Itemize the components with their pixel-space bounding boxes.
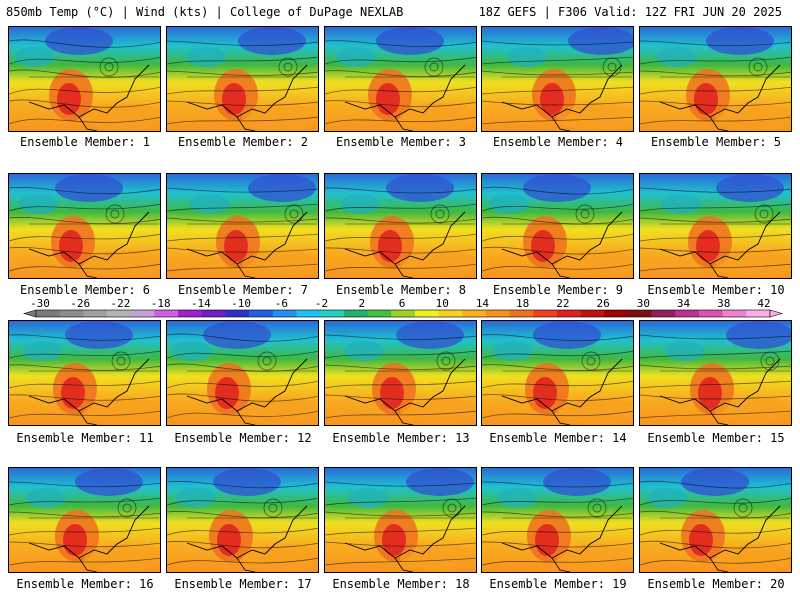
colorbar-swatch [509,310,534,317]
colorbar-swatch [59,310,84,317]
ensemble-member-caption: Ensemble Member: 4 [492,135,624,149]
ensemble-map-panel [166,467,319,573]
ensemble-member-caption: Ensemble Member: 16 [16,577,154,591]
colorbar-swatch [367,310,392,317]
colorbar-swatch [462,310,487,317]
ensemble-map-panel [639,320,792,426]
ensemble-map-panel [166,320,319,426]
ensemble-map-panel [324,173,477,279]
colorbar-right-arrow [769,309,784,318]
colorbar-swatch [651,310,676,317]
ensemble-map-panel [8,320,161,426]
ensemble-map-panel [166,173,319,279]
colorbar-swatch [130,310,155,317]
colorbar-tick-label: 14 [476,297,490,310]
ensemble-map-panel [324,320,477,426]
colorbar-swatch [343,310,368,317]
colorbar-swatch [746,310,771,317]
ensemble-member-caption: Ensemble Member: 15 [647,431,785,445]
colorbar-tick-label: 26 [596,297,609,310]
colorbar-tick-label: -30 [30,297,50,310]
colorbar-swatch [83,310,108,317]
ensemble-map-panel [8,26,161,132]
colorbar-tick-label: 42 [757,297,770,310]
colorbar-tick-label: -14 [191,297,211,310]
colorbar-swatch [675,310,700,317]
header-left-title: 850mb Temp (°C) | Wind (kts) | College o… [6,5,404,19]
colorbar-swatch [556,310,581,317]
colorbar-tick-label: -6 [275,297,288,310]
colorbar-swatch [154,310,179,317]
ensemble-map-panel [481,26,634,132]
colorbar-tick-label: -26 [70,297,90,310]
colorbar-swatch [272,310,297,317]
colorbar-tick-label: 34 [677,297,691,310]
ensemble-member-caption: Ensemble Member: 2 [177,135,309,149]
colorbar-tick-label: 22 [556,297,569,310]
temperature-colorbar: -30 -26 -22 -18 -14 -10 -6 -2 2 6 10 14 18 22 26 30 34 38… [22,297,784,318]
ensemble-map-panel [166,26,319,132]
ensemble-member-caption: Ensemble Member: 6 [19,283,151,297]
colorbar-tick-label: -2 [315,297,328,310]
ensemble-member-caption: Ensemble Member: 7 [177,283,309,297]
colorbar-tick-label: 6 [399,297,406,310]
ensemble-member-caption: Ensemble Member: 9 [492,283,624,297]
colorbar-swatch [485,310,510,317]
colorbar-swatch [391,310,416,317]
header-right-title: 18Z GEFS | F306 Valid: 12Z FRI JUN 20 20… [478,5,782,19]
colorbar-swatch [107,310,132,317]
colorbar-tick-label: -22 [111,297,131,310]
colorbar-swatch [698,310,723,317]
colorbar-tick-label: 10 [436,297,449,310]
colorbar-swatch [604,310,629,317]
colorbar-swatch [36,310,60,317]
ensemble-member-caption: Ensemble Member: 20 [647,577,785,591]
colorbar-swatch [627,310,652,317]
ensemble-member-caption: Ensemble Member: 1 [19,135,151,149]
ensemble-map-panel [324,26,477,132]
ensemble-map-panel [639,173,792,279]
ensemble-map-panel [8,467,161,573]
colorbar-swatch [533,310,558,317]
ensemble-map-panel [639,26,792,132]
ensemble-member-caption: Ensemble Member: 11 [16,431,154,445]
ensemble-member-caption: Ensemble Member: 13 [332,431,470,445]
ensemble-map-panel [8,173,161,279]
colorbar-left-arrow [22,309,37,318]
ensemble-map-panel [324,467,477,573]
colorbar-tick-label: 2 [358,297,365,310]
ensemble-member-caption: Ensemble Member: 3 [335,135,467,149]
colorbar-swatch [249,310,274,317]
ensemble-map-panel [481,467,634,573]
ensemble-member-caption: Ensemble Member: 10 [647,283,785,297]
colorbar-tick-label: -18 [151,297,171,310]
ensemble-map-panel [639,467,792,573]
ensemble-member-caption: Ensemble Member: 8 [335,283,467,297]
colorbar-swatch [178,310,203,317]
colorbar-tick-label: 30 [637,297,650,310]
colorbar-swatch [722,310,747,317]
colorbar-swatch [201,310,226,317]
colorbar-tick-label: 38 [717,297,730,310]
colorbar-tick-label: -10 [231,297,251,310]
colorbar-tick-label: 18 [516,297,529,310]
ensemble-member-caption: Ensemble Member: 12 [174,431,312,445]
ensemble-member-caption: Ensemble Member: 14 [489,431,627,445]
ensemble-member-caption: Ensemble Member: 5 [650,135,782,149]
ensemble-map-panel [481,173,634,279]
ensemble-member-caption: Ensemble Member: 18 [332,577,470,591]
colorbar-swatch [225,310,250,317]
ensemble-member-caption: Ensemble Member: 17 [174,577,312,591]
colorbar-swatch [580,310,605,317]
colorbar-swatch [320,310,345,317]
colorbar-swatch [438,310,463,317]
colorbar-swatch [414,310,439,317]
ensemble-map-panel [481,320,634,426]
colorbar-swatch [296,310,321,317]
ensemble-member-caption: Ensemble Member: 19 [489,577,627,591]
